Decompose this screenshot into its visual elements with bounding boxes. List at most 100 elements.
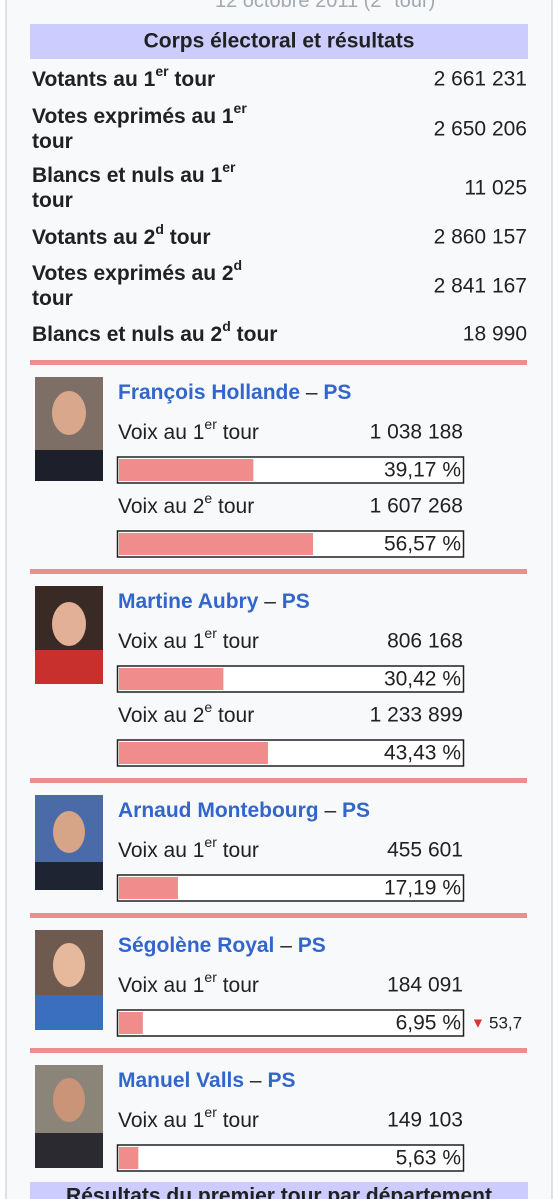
percent-box	[116, 1144, 465, 1172]
label-text: Votants au 2	[32, 226, 155, 249]
superscript: d	[155, 221, 164, 237]
label-text: Voix au 2	[118, 704, 204, 727]
label: Votants au 2d tour	[32, 221, 211, 249]
votes: 806 168	[387, 630, 463, 653]
percent-box	[116, 1009, 465, 1037]
label-text: tour	[212, 704, 254, 727]
label-text: Votes exprimés au 1	[32, 105, 234, 128]
label-text: Votes exprimés au 2	[32, 262, 234, 285]
label: Voix au 1er tour	[118, 969, 259, 997]
label: Voix au 1er tour	[118, 625, 259, 653]
label: Voix au 1er tour	[118, 834, 259, 862]
party[interactable]: PS	[342, 799, 370, 822]
stat-value: 18 990	[463, 323, 527, 346]
percent-label: 43,43 %	[384, 742, 461, 765]
label-text: tour	[212, 495, 254, 518]
label-text: tour	[169, 68, 216, 91]
photo	[35, 1065, 103, 1168]
label-text: tour	[231, 323, 278, 346]
label: Votants au 1er tour	[32, 63, 215, 91]
stat-value: 2 860 157	[434, 226, 527, 249]
percent-label: 5,63 %	[396, 1147, 461, 1170]
label: Blancs et nuls au 1er tour	[32, 159, 236, 212]
label-text: tour	[217, 630, 259, 653]
cut-date: 12 octobre 2011 (2e tour)	[215, 0, 435, 12]
percent-label: 39,17 %	[384, 459, 461, 482]
photo	[35, 795, 103, 890]
superscript: er	[204, 416, 217, 432]
label: Votes exprimés au 1er tour	[32, 100, 247, 153]
label-text: tour	[217, 1109, 259, 1132]
label: Votes exprimés au 2d tour	[32, 257, 242, 310]
footer-header	[30, 1182, 528, 1199]
party[interactable]: PS	[323, 381, 351, 404]
votes: 455 601	[387, 839, 463, 862]
superscript: er	[204, 1104, 217, 1120]
label-text: Votants au 1	[32, 68, 156, 91]
label-text: Blancs et nuls au 1	[32, 164, 223, 187]
superscript: er	[204, 625, 217, 641]
votes: 149 103	[387, 1109, 463, 1132]
label-text: Voix au 2	[118, 495, 204, 518]
votes: 184 091	[387, 974, 463, 997]
percent-bar	[119, 877, 178, 899]
votes: 1 233 899	[370, 704, 463, 727]
label-text: tour	[32, 130, 73, 153]
photo	[35, 930, 103, 1030]
stat-value: 2 661 231	[434, 68, 527, 91]
dash: –	[250, 1069, 262, 1092]
percent-bar	[119, 668, 224, 690]
stat-value: 2 650 206	[434, 118, 527, 141]
dash: –	[264, 590, 276, 613]
party[interactable]: PS	[282, 590, 310, 613]
superscript: er	[222, 159, 236, 175]
footer-title: Résultats du premier tour par départemen…	[66, 1185, 492, 1199]
label: Voix au 2e tour	[118, 699, 254, 727]
cut-text: tour)	[389, 0, 436, 12]
label: Blancs et nuls au 2d tour	[32, 318, 277, 346]
superscript: er	[234, 100, 248, 116]
percent-label: 17,19 %	[384, 877, 461, 900]
percent-bar	[119, 1012, 143, 1034]
label-text: tour	[217, 974, 259, 997]
percent-bar	[119, 742, 268, 764]
section-title: Corps électoral et résultats	[144, 30, 415, 53]
label-text: Blancs et nuls au 2	[32, 323, 222, 346]
dash: –	[324, 799, 336, 822]
trend-arrow: ▼	[471, 1015, 485, 1031]
superscript: d	[222, 318, 231, 334]
party[interactable]: PS	[267, 1069, 295, 1092]
superscript: e	[204, 490, 212, 506]
superscript: er	[204, 969, 217, 985]
votes: 1 607 268	[370, 495, 463, 518]
percent-label: 56,57 %	[384, 533, 461, 556]
percent-label: 30,42 %	[384, 668, 461, 691]
name[interactable]: Ségolène Royal	[118, 934, 274, 957]
votes: 1 038 188	[370, 421, 463, 444]
separator-line	[30, 778, 527, 783]
candidate-name: Arnaud Montebourg – PS	[118, 799, 370, 822]
name[interactable]: François Hollande	[118, 381, 300, 404]
label-text: tour	[164, 226, 211, 249]
candidate-name: Manuel Valls – PS	[118, 1069, 295, 1092]
separator-line	[30, 1048, 527, 1053]
label-text: Voix au 1	[118, 974, 204, 997]
label: Voix au 1er tour	[118, 1104, 259, 1132]
label: Voix au 2e tour	[118, 490, 254, 518]
photo	[35, 377, 103, 481]
label-text: tour	[32, 287, 73, 310]
name[interactable]: Manuel Valls	[118, 1069, 244, 1092]
label-text: tour	[217, 421, 259, 444]
cut-text: 12 octobre 2011 (2	[215, 0, 381, 12]
name[interactable]: Arnaud Montebourg	[118, 799, 319, 822]
name[interactable]: Martine Aubry	[118, 590, 259, 613]
label-text: Voix au 1	[118, 839, 204, 862]
candidate-name: Ségolène Royal – PS	[118, 934, 326, 957]
trend-value: 53,7	[489, 1013, 522, 1032]
party[interactable]: PS	[298, 934, 326, 957]
percent-bar	[119, 459, 254, 481]
dash: –	[306, 381, 318, 404]
candidate-name: François Hollande – PS	[118, 381, 351, 404]
dash: –	[280, 934, 292, 957]
